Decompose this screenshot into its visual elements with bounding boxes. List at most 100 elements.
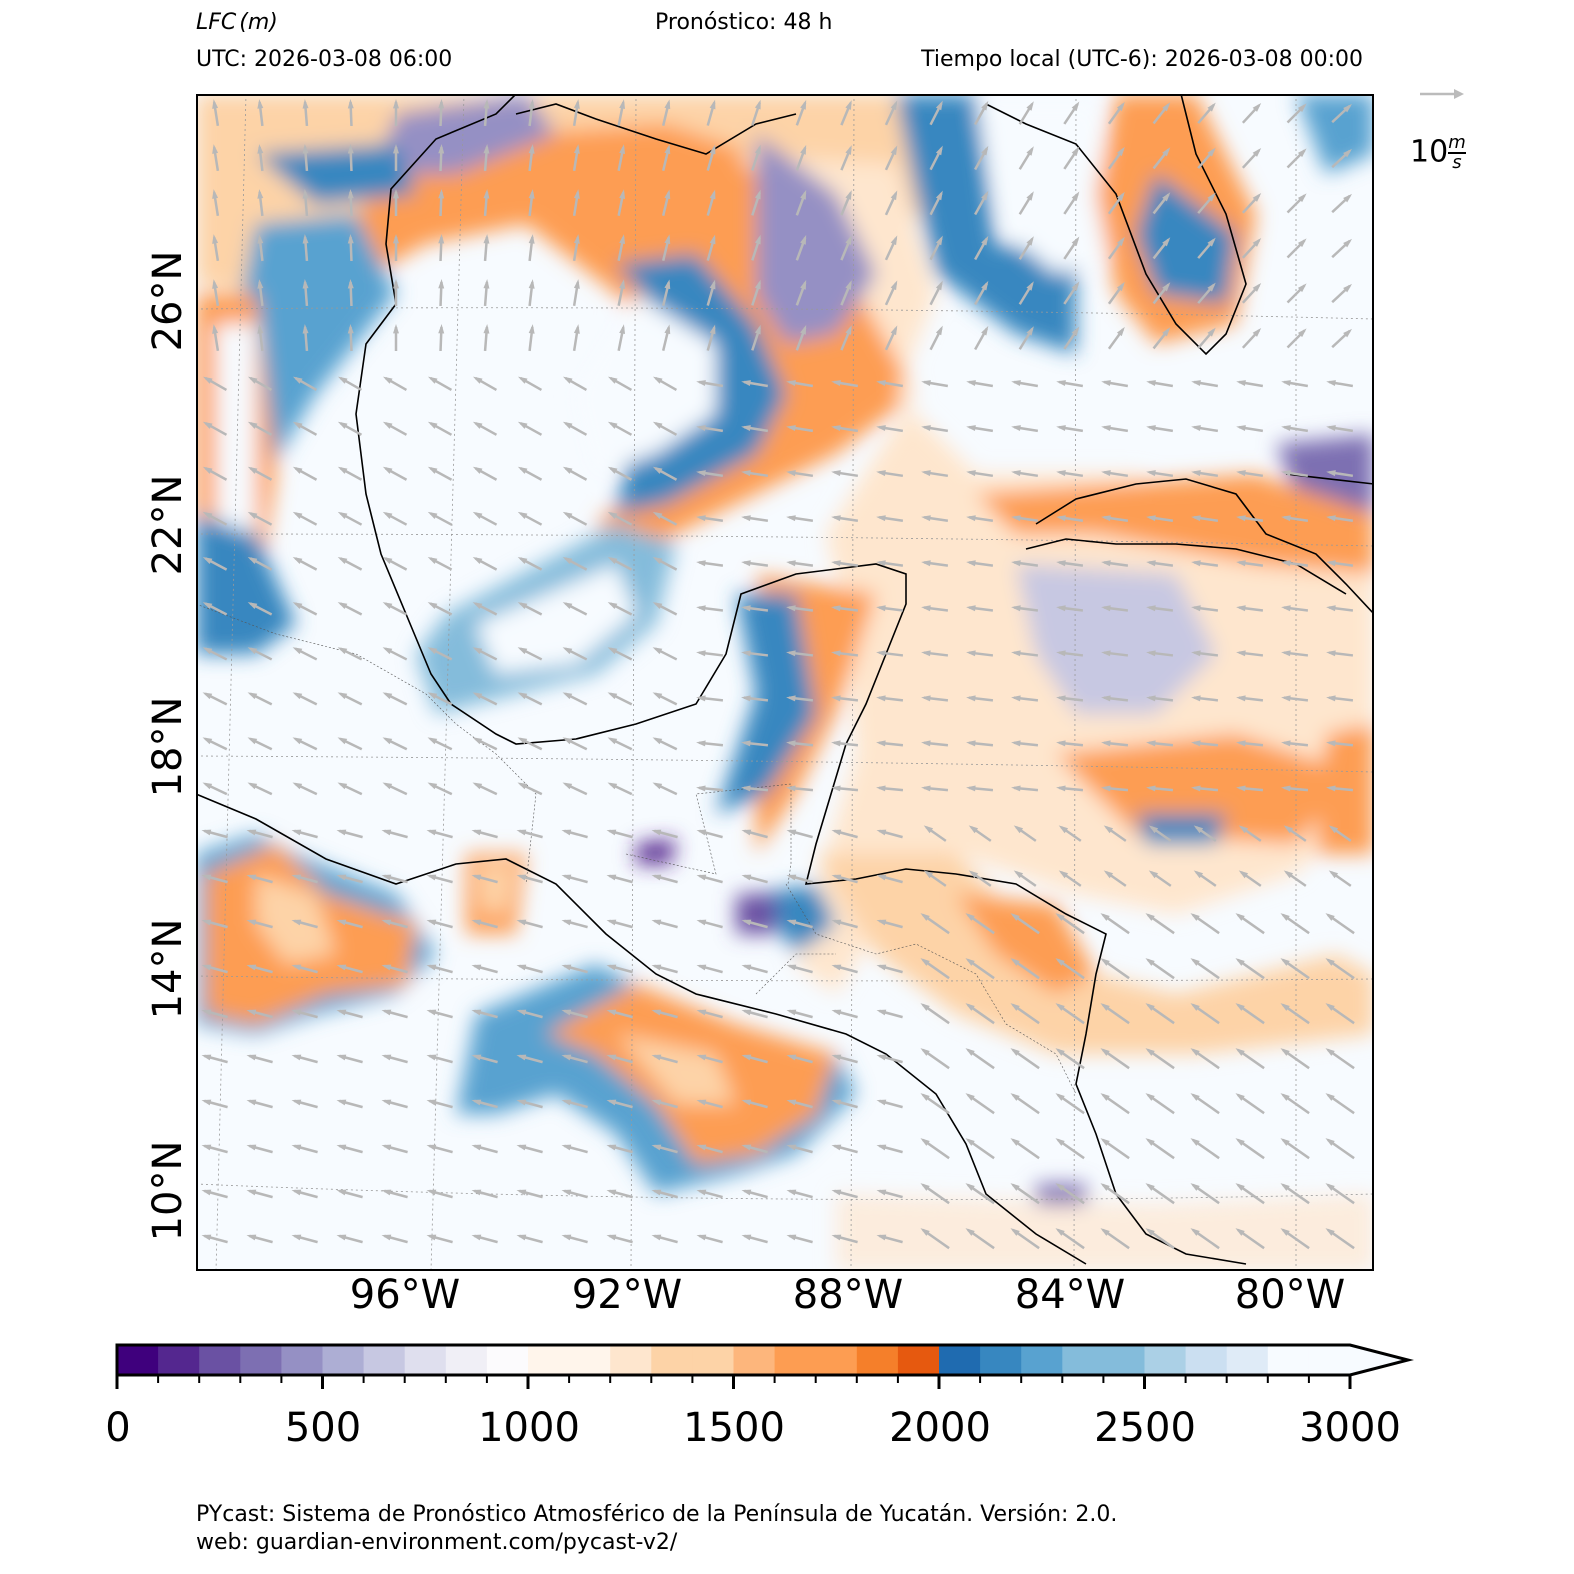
wind-arrow-head bbox=[1297, 283, 1307, 293]
wind-arrow-head bbox=[381, 1054, 392, 1061]
wind-arrow-head bbox=[393, 144, 399, 154]
wind-arrow-head bbox=[1236, 605, 1246, 612]
wind-arrow-head bbox=[292, 557, 303, 565]
wind-arrow-head bbox=[246, 964, 257, 971]
wind-arrow-head bbox=[651, 874, 662, 881]
wind-arrow-head bbox=[607, 647, 618, 655]
wind-arrow-head bbox=[876, 964, 887, 971]
wind-arrow-head bbox=[1100, 1183, 1110, 1191]
wind-arrow-head bbox=[1013, 825, 1024, 834]
wind-arrow-head bbox=[920, 1093, 930, 1101]
wind-arrow-head bbox=[472, 511, 483, 519]
wind-arrow-head bbox=[202, 466, 213, 474]
wind-arrow-head bbox=[664, 234, 671, 245]
wind-arrow-head bbox=[741, 740, 751, 747]
wind-arrow-head bbox=[337, 511, 348, 519]
wind-arrow-head bbox=[202, 421, 213, 429]
wind-arrow-head bbox=[382, 737, 393, 745]
wind-arrow-head bbox=[651, 1054, 662, 1061]
wind-arrow-head bbox=[472, 557, 483, 565]
wind-arrow-head bbox=[471, 829, 482, 836]
wind-arrow-head bbox=[754, 144, 761, 155]
wind-arrow-head bbox=[754, 99, 761, 110]
variable-name: LFC bbox=[196, 10, 237, 35]
wind-arrow-head bbox=[1100, 913, 1110, 921]
wind-arrow-head bbox=[741, 1144, 752, 1151]
wind-arrow-head bbox=[337, 421, 348, 429]
wind-arrow-head bbox=[1326, 695, 1336, 702]
wind-arrow-head bbox=[381, 829, 392, 836]
wind-arrow-head bbox=[876, 560, 886, 567]
wind-arrow-head bbox=[920, 913, 930, 921]
wind-arrow-head bbox=[1281, 380, 1291, 387]
wind-arrow-head bbox=[1071, 281, 1080, 291]
wind-arrow-head bbox=[561, 1144, 572, 1151]
colorbar-bin bbox=[404, 1345, 447, 1375]
wind-arrow-head bbox=[393, 99, 399, 109]
wind-arrow-head bbox=[876, 425, 886, 432]
wind-arrow-head bbox=[472, 692, 483, 700]
wind-arrow-head bbox=[876, 740, 886, 747]
wind-arrow-head bbox=[302, 99, 309, 109]
wind-arrow-head bbox=[472, 466, 483, 474]
wind-arrow-head bbox=[516, 874, 527, 881]
footer-web[interactable]: web: guardian-environment.com/pycast-v2/ bbox=[196, 1530, 678, 1555]
wind-arrow-head bbox=[831, 964, 842, 971]
wind-arrow-head bbox=[212, 324, 219, 334]
colorbar-bin bbox=[610, 1345, 652, 1375]
wind-arrow-head bbox=[382, 421, 393, 429]
wind-arrow-head bbox=[472, 647, 483, 655]
wind-arrow-head bbox=[292, 737, 303, 745]
lat-label: 18°N bbox=[145, 696, 191, 798]
wind-arrow-head bbox=[709, 99, 716, 110]
wind-arrow-head bbox=[1011, 605, 1021, 612]
wind-arrow-head bbox=[302, 234, 309, 244]
wind-arrow-head bbox=[382, 782, 393, 790]
wind-arrow-head bbox=[890, 100, 898, 111]
wind-arrow-head bbox=[202, 647, 213, 655]
wind-arrow-head bbox=[471, 1054, 482, 1061]
wind-arrow-head bbox=[876, 1009, 887, 1016]
wind-arrow-head bbox=[876, 1099, 887, 1106]
wind-arrow-head bbox=[786, 1009, 797, 1016]
wind-arrow-head bbox=[923, 825, 934, 834]
wind-arrow-head bbox=[1235, 1048, 1245, 1056]
wind-arrow-head bbox=[337, 376, 348, 384]
wind-arrow-head bbox=[528, 99, 535, 109]
wind-arrow-head bbox=[831, 380, 841, 387]
wind-arrow-head bbox=[1101, 470, 1111, 477]
wind-arrow-head bbox=[741, 1054, 752, 1061]
wind-arrow-head bbox=[1343, 148, 1353, 158]
wind-arrow-head bbox=[965, 1228, 975, 1236]
wind-arrow-head bbox=[561, 1009, 572, 1016]
wind-arrow-head bbox=[1010, 1093, 1020, 1101]
wind-arrow-head bbox=[427, 602, 438, 610]
wind-arrow-head bbox=[1101, 605, 1111, 612]
wind-arrow-head bbox=[337, 782, 348, 790]
colorbar-bin bbox=[1144, 1345, 1187, 1375]
wind-arrow-head bbox=[291, 829, 302, 836]
wind-arrow-head bbox=[786, 470, 796, 477]
wind-arrow-head bbox=[246, 1054, 257, 1061]
utc-time: UTC: 2026-03-08 06:00 bbox=[196, 47, 453, 72]
wind-arrow-head bbox=[1101, 785, 1111, 792]
wind-arrow-head bbox=[292, 466, 303, 474]
wind-arrow-head bbox=[347, 144, 354, 154]
lfc-map bbox=[196, 94, 1374, 1271]
colorbar-bin bbox=[897, 1345, 940, 1375]
wind-arrow-head bbox=[607, 376, 618, 384]
wind-arrow-head bbox=[336, 874, 347, 881]
wind-arrow-head bbox=[1281, 470, 1291, 477]
wind-arrow-head bbox=[981, 280, 989, 291]
wind-arrow-head bbox=[1325, 1048, 1335, 1056]
wind-arrow-head bbox=[981, 235, 989, 246]
wind-arrow-head bbox=[1055, 1093, 1065, 1101]
colorbar-tick-label: 1500 bbox=[683, 1405, 785, 1451]
colorbar-bin bbox=[1021, 1345, 1063, 1375]
wind-arrow-head bbox=[619, 279, 626, 290]
wind-arrow-head bbox=[965, 1183, 975, 1191]
wind-arrow-head bbox=[652, 647, 663, 655]
wind-arrow-head bbox=[831, 1189, 842, 1196]
colorbar-bin bbox=[569, 1345, 611, 1375]
wind-arrow-head bbox=[517, 421, 528, 429]
